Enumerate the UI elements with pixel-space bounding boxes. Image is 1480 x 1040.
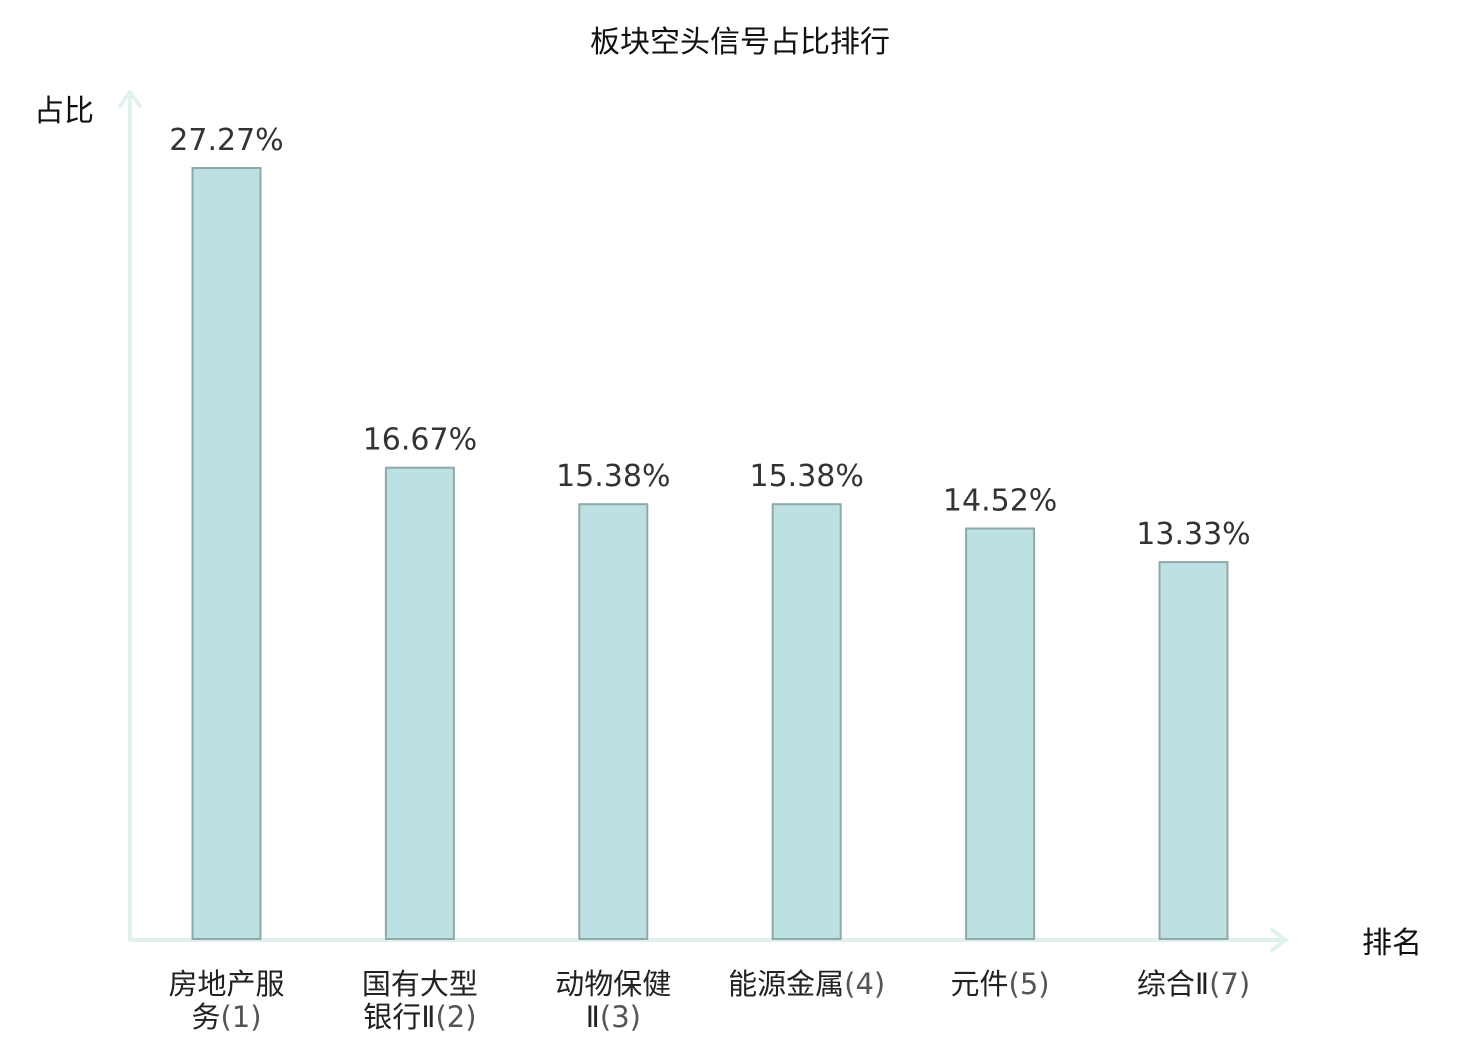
value-labels-group: 27.27% 16.67% 15.38% 15.38% 14.52% 13.33% bbox=[169, 123, 1250, 552]
bar-value-label: 14.52% bbox=[943, 484, 1057, 519]
y-axis bbox=[118, 90, 142, 942]
category-labels-group: 房地产服务(1) 国有大型银行Ⅱ(2) 动物保健 Ⅱ(3) 能源金属(4) 元件(5) 综合… bbox=[168, 967, 1250, 1034]
bar-value-label: 16.67% bbox=[363, 423, 477, 458]
category-label: 动物保健 Ⅱ(3) bbox=[555, 967, 671, 1034]
x-axis-arrow bbox=[1270, 928, 1288, 952]
bar-value-label: 15.38% bbox=[750, 459, 864, 494]
bar bbox=[965, 527, 1036, 940]
bars-group bbox=[191, 167, 1229, 940]
bar bbox=[191, 167, 262, 940]
category-label: 元件(5) bbox=[951, 967, 1050, 1001]
bar-value-label: 15.38% bbox=[556, 459, 670, 494]
category-label: 综合Ⅱ(7) bbox=[1137, 967, 1250, 1001]
bar-value-label: 27.27% bbox=[169, 123, 283, 158]
category-label: 国有大型银行Ⅱ(2) bbox=[362, 967, 478, 1034]
bar bbox=[578, 503, 649, 940]
x-axis-label: 排名 bbox=[1362, 926, 1422, 961]
category-label: 能源金属(4) bbox=[728, 967, 885, 1001]
category-label: 房地产服务(1) bbox=[168, 967, 284, 1034]
bar bbox=[771, 503, 842, 940]
y-axis-label: 占比 bbox=[34, 94, 94, 129]
bar-value-label: 13.33% bbox=[1136, 517, 1250, 552]
bar bbox=[384, 466, 455, 940]
y-axis-arrow bbox=[118, 90, 142, 108]
bar bbox=[1158, 561, 1229, 940]
chart-title: 板块空头信号占比排行 bbox=[590, 25, 890, 60]
x-axis bbox=[128, 928, 1288, 952]
